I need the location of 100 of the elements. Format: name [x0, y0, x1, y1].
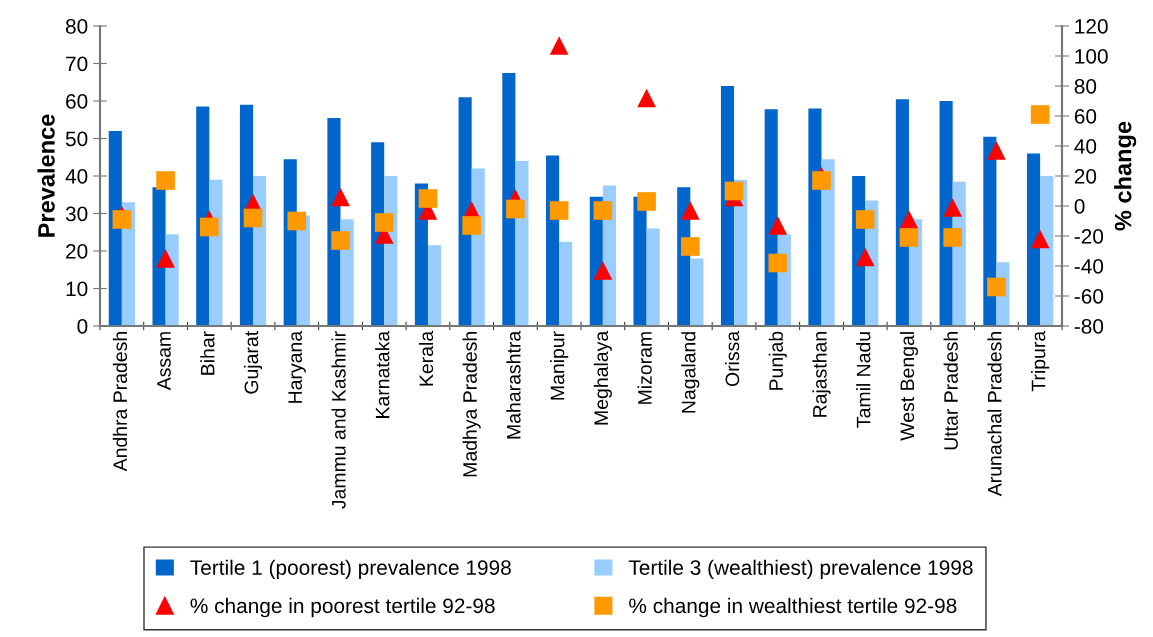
point [156, 171, 175, 190]
point [112, 210, 132, 229]
bar [895, 99, 909, 326]
y-tick-label: 50 [65, 131, 88, 147]
bar [239, 104, 254, 326]
point [768, 253, 788, 273]
point [855, 247, 875, 267]
bar [152, 187, 166, 326]
y2-tick-label: -60 [1074, 289, 1104, 304]
bar [283, 159, 297, 326]
point [637, 88, 656, 108]
point [331, 231, 350, 250]
point [987, 141, 1006, 160]
point [855, 210, 875, 229]
y2-tick-label: 0 [1074, 199, 1085, 214]
point [812, 171, 831, 190]
x-tick-label: Manipur [550, 331, 569, 400]
legend-label: Tertile 3 (wealthiest) prevalence 1998 [628, 559, 973, 580]
x-tick-label: Uttar Pradesh [943, 332, 958, 450]
point [331, 187, 350, 207]
point [593, 261, 613, 280]
y-axis-title: Prevalence [37, 114, 55, 237]
y-tick-label: 10 [66, 281, 88, 297]
point [549, 201, 569, 220]
legend-label: Tertile 1 (poorest) prevalence 1998 [190, 559, 511, 580]
bar [1027, 153, 1041, 326]
x-tick-label: Andhra Pradesh [112, 332, 128, 472]
x-tick-label: Rajasthan [812, 332, 831, 417]
bar [427, 245, 442, 326]
y-tick-label: 40 [65, 169, 88, 184]
y2-tick-label: 100 [1075, 49, 1108, 64]
point [1030, 229, 1050, 249]
y-tick-label: 70 [66, 56, 88, 72]
y-tick-label: 0 [77, 319, 88, 334]
y-tick-label: 30 [65, 206, 88, 222]
y2-axis-title: % change [1114, 121, 1137, 231]
legend-label: % change in wealthiest tertile 92-98 [629, 597, 957, 618]
point [243, 208, 263, 228]
bar [165, 234, 179, 326]
x-tick-label: Orissa [724, 330, 740, 387]
bar [327, 117, 341, 326]
bar [559, 241, 573, 326]
point [287, 211, 307, 231]
bar [546, 155, 560, 326]
point [681, 201, 700, 220]
point [899, 228, 919, 247]
point [943, 228, 962, 247]
x-tick-label: Mizoram [637, 332, 652, 404]
x-tick-label: Gujarat [243, 331, 263, 394]
x-tick-label: Haryana [288, 330, 306, 403]
bar [1040, 176, 1054, 326]
x-tick-label: West Bengal [899, 332, 919, 441]
point [156, 249, 175, 268]
point [681, 237, 700, 256]
x-tick-label: Madhya Pradesh [462, 332, 481, 477]
point [374, 213, 394, 232]
point [637, 192, 656, 211]
y2-tick-label: 20 [1074, 169, 1097, 184]
point [200, 217, 219, 237]
bar [502, 72, 516, 326]
x-tick-label: Jammu and Kashmir [331, 331, 346, 509]
x-tick-label: Maharashtra [506, 330, 521, 439]
y2-tick-label: 60 [1074, 109, 1097, 124]
y2-tick-label: 80 [1074, 79, 1097, 94]
x-tick-label: Punjab [768, 331, 787, 390]
point [418, 189, 438, 208]
point [899, 210, 919, 229]
bar [633, 196, 647, 326]
point [987, 277, 1006, 297]
bar [458, 97, 472, 326]
y2-tick-label: -80 [1074, 319, 1104, 334]
point [462, 216, 481, 235]
x-tick-label: Tamil Nadu [856, 332, 871, 428]
x-tick-label: Kerala [418, 330, 434, 386]
point [593, 201, 613, 220]
bar [196, 106, 210, 326]
point [1030, 105, 1050, 124]
point [549, 36, 569, 55]
x-tick-label: Arunachal Pradesh [987, 332, 1002, 497]
bar [690, 258, 704, 326]
legend-label: % change in poorest tertile 92-98 [190, 597, 495, 618]
x-tick-label: Nagaland [681, 332, 700, 413]
y2-tick-label: 120 [1075, 19, 1108, 34]
x-tick-label: Bihar [200, 331, 215, 375]
y-tick-label: 20 [66, 244, 88, 259]
y-tick-label: 80 [65, 19, 88, 34]
bar [646, 228, 660, 326]
bar [720, 86, 735, 326]
x-tick-label: Meghalaya [593, 330, 612, 425]
x-tick-label: Tripura [1031, 330, 1050, 392]
y-tick-label: 60 [66, 94, 88, 109]
y2-tick-label: -40 [1074, 259, 1104, 274]
y2-tick-label: -20 [1074, 229, 1104, 244]
x-tick-label: Karnataka [375, 330, 390, 418]
point [506, 199, 525, 219]
point [724, 181, 744, 201]
x-tick-label: Assam [157, 332, 171, 391]
point [768, 216, 788, 235]
y2-tick-label: 40 [1074, 139, 1097, 154]
bar [515, 161, 529, 326]
